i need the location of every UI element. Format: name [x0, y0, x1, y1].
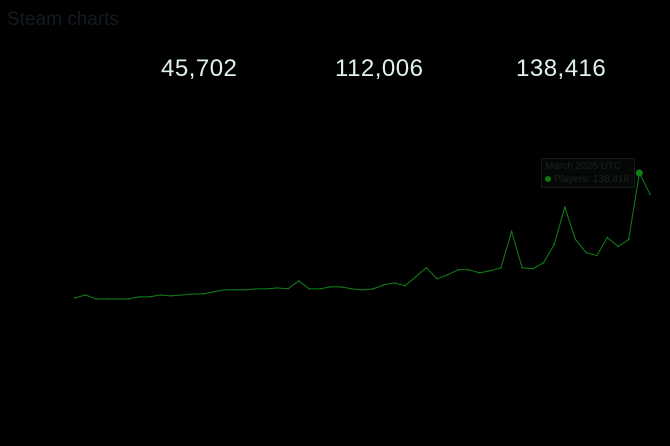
series-dot-icon — [545, 176, 551, 182]
page-title: Steam charts — [7, 9, 119, 30]
data-point[interactable] — [276, 287, 279, 289]
data-point[interactable] — [617, 245, 619, 248]
data-point[interactable] — [478, 271, 481, 274]
data-point[interactable] — [138, 296, 140, 298]
stat-all-time-peak: 138,416 — [516, 55, 607, 82]
stat-24h-peak: 112,006 — [335, 55, 424, 82]
data-point[interactable] — [223, 289, 225, 291]
data-point[interactable] — [564, 206, 566, 209]
data-point[interactable] — [308, 288, 311, 290]
data-point[interactable] — [627, 238, 630, 241]
data-point[interactable] — [436, 278, 438, 280]
data-point[interactable] — [361, 289, 364, 291]
data-point[interactable] — [265, 288, 268, 290]
data-point[interactable] — [319, 288, 321, 290]
data-point[interactable] — [116, 298, 119, 300]
data-point[interactable] — [351, 288, 353, 290]
data-point[interactable] — [201, 293, 204, 295]
data-point[interactable] — [542, 261, 545, 264]
tooltip-value: Players: 138,416 — [554, 174, 630, 185]
data-point[interactable] — [595, 254, 598, 257]
data-point[interactable] — [510, 230, 513, 233]
data-point[interactable] — [106, 298, 108, 300]
data-point[interactable] — [287, 288, 289, 290]
data-point[interactable] — [148, 296, 151, 298]
data-point[interactable] — [532, 267, 534, 270]
data-point[interactable] — [212, 291, 215, 293]
data-point[interactable] — [521, 267, 524, 269]
data-point[interactable] — [329, 286, 332, 288]
stat-current-players: 45,702 — [161, 55, 238, 82]
data-point[interactable] — [649, 193, 651, 195]
data-point[interactable] — [191, 293, 193, 295]
data-point[interactable] — [297, 280, 300, 282]
data-point[interactable] — [382, 284, 385, 286]
data-point[interactable] — [84, 294, 87, 296]
data-point[interactable] — [340, 286, 343, 288]
data-point[interactable] — [170, 295, 172, 297]
series-line — [74, 171, 651, 300]
data-point[interactable] — [606, 236, 609, 239]
data-point[interactable] — [457, 268, 460, 271]
data-point[interactable] — [500, 267, 502, 269]
data-point[interactable] — [425, 267, 428, 269]
data-point[interactable] — [95, 298, 98, 300]
data-point[interactable] — [404, 285, 406, 287]
data-point[interactable] — [489, 269, 492, 272]
data-point[interactable] — [393, 282, 396, 284]
data-point[interactable] — [180, 294, 183, 296]
data-point[interactable] — [233, 289, 236, 291]
data-point[interactable] — [414, 275, 417, 278]
data-point[interactable] — [372, 288, 374, 290]
chart-tooltip: March 2025 UTC Players: 138,416 — [541, 158, 635, 188]
data-point[interactable] — [244, 289, 247, 291]
data-point[interactable] — [574, 238, 577, 241]
data-point[interactable] — [446, 274, 449, 276]
highlighted-point[interactable] — [635, 169, 643, 177]
data-point[interactable] — [585, 251, 587, 254]
data-point[interactable] — [127, 298, 130, 300]
tooltip-date: March 2025 UTC — [545, 161, 622, 172]
data-point[interactable] — [255, 288, 257, 290]
data-point[interactable] — [553, 243, 555, 246]
data-point[interactable] — [159, 294, 161, 296]
data-point[interactable] — [74, 297, 76, 299]
data-point[interactable] — [468, 268, 470, 271]
